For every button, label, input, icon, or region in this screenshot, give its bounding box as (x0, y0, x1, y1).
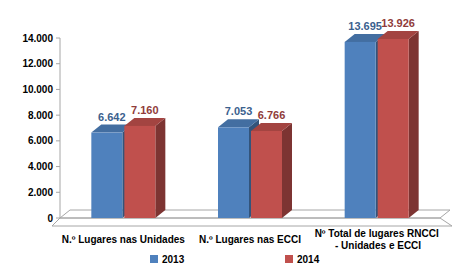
y-tick-label: 14.000 (22, 33, 53, 44)
data-label: 13.926 (381, 17, 415, 29)
data-label: 7.053 (225, 105, 253, 117)
legend-swatch (285, 255, 293, 263)
y-tick (56, 140, 60, 141)
y-tick-label: 2.000 (28, 187, 53, 198)
y-tick-label: 4.000 (28, 161, 53, 172)
bar (124, 126, 155, 218)
y-tick (56, 89, 60, 90)
bar (218, 127, 249, 218)
bar (251, 131, 282, 218)
chart-root: 0 2.000 4.000 6.000 8.000 10.000 12.000 14.000 6… (0, 0, 466, 267)
y-tick (56, 63, 60, 64)
data-label: 7.160 (131, 104, 159, 116)
category-label: N.º Lugares nas ECCI (199, 234, 301, 245)
y-tick (56, 218, 60, 219)
y-tick-label: 8.000 (28, 110, 53, 121)
y-tick (56, 115, 60, 116)
y-tick-label: 0 (47, 213, 53, 224)
bar (91, 133, 122, 218)
y-tick-label: 10.000 (22, 84, 53, 95)
legend-label: 2013 (162, 254, 185, 265)
bar-side (155, 118, 165, 218)
category-label-line: Nº Total de lugares RNCCI (315, 228, 439, 239)
category-label-line: - Unidades e ECCI (332, 240, 421, 251)
bar (378, 39, 409, 218)
legend-swatch (150, 255, 158, 263)
legend-label: 2014 (297, 254, 320, 265)
data-label: 6.642 (98, 111, 126, 123)
category-label: N.º Lugares nas Unidades (62, 234, 186, 245)
y-axis (60, 38, 61, 218)
chart: 0 2.000 4.000 6.000 8.000 10.000 12.000 14.000 6… (0, 0, 466, 267)
bar (345, 42, 376, 218)
data-label: 6.766 (258, 109, 286, 121)
category-label-line: N.º Lugares nas ECCI (199, 234, 301, 245)
bar-top (218, 119, 259, 127)
y-tick (56, 192, 60, 193)
bar-side (282, 123, 292, 218)
bar-top (124, 118, 165, 126)
y-tick-label: 6.000 (28, 135, 53, 146)
bar-side (409, 31, 419, 218)
y-tick-label: 12.000 (22, 58, 53, 69)
y-tick (56, 38, 60, 39)
bar-top (251, 123, 292, 131)
data-label: 13.695 (348, 20, 382, 32)
bar-top (378, 31, 419, 39)
labels: 6.642 7.160 7.053 6.766 13.69513.926 (98, 17, 415, 123)
bars (91, 31, 418, 218)
floor-front (52, 218, 452, 226)
category-label-line: N.º Lugares nas Unidades (62, 234, 186, 245)
y-tick (56, 166, 60, 167)
category-label: Nº Total de lugares RNCCI - Unidades e E… (315, 228, 439, 251)
